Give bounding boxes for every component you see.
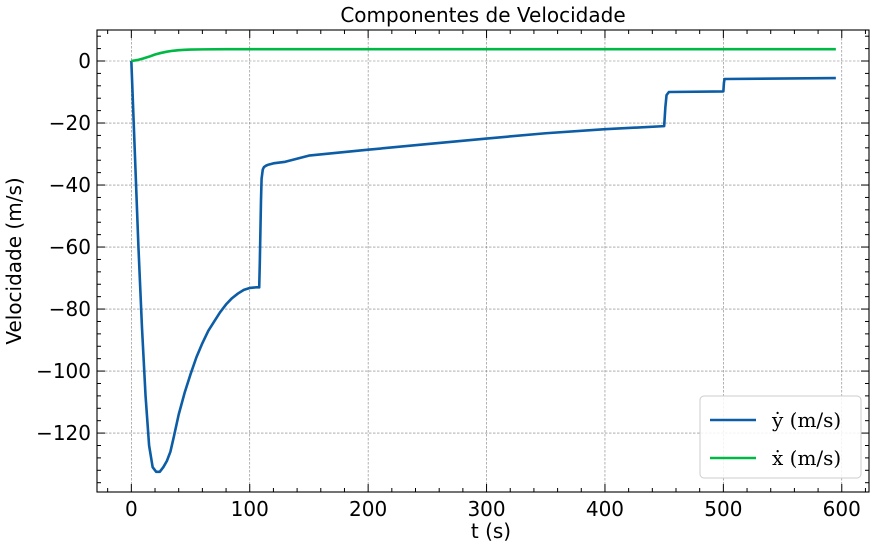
- y-tick-label: −40: [49, 173, 91, 197]
- axis-ticks: [97, 30, 869, 492]
- chart-title: Componentes de Velocidade: [340, 3, 625, 27]
- legend-label-x: ẋ (m/s): [772, 446, 841, 470]
- y-tick-label: −120: [36, 421, 91, 445]
- x-tick-label: 100: [231, 497, 269, 521]
- x-tick-label: 400: [586, 497, 624, 521]
- y-tick-label: −20: [49, 111, 91, 135]
- x-axis-label: t (s): [471, 519, 511, 543]
- y-tick-label: 0: [78, 49, 91, 73]
- x-tick-label: 200: [349, 497, 387, 521]
- series-line-y: [130, 60, 836, 474]
- x-tick-label: 600: [823, 497, 861, 521]
- y-tick-label: −80: [49, 297, 91, 321]
- x-tick-label: 0: [125, 497, 138, 521]
- y-tick-label: −60: [49, 235, 91, 259]
- x-tick-label: 500: [704, 497, 742, 521]
- series-line-x: [131, 47, 836, 63]
- legend: ẏ (m/s) ẋ (m/s): [699, 395, 862, 479]
- y-tick-label: −100: [36, 359, 91, 383]
- y-axis-label: Velocidade (m/s): [2, 177, 26, 344]
- x-tick-label: 300: [467, 497, 505, 521]
- plot-frame: [96, 29, 870, 493]
- series-lines: [130, 47, 836, 474]
- tick-labels: 0 100 200 300 400 500 600 0 −20 −40 −60 −80 −100 −120: [36, 49, 861, 521]
- legend-label-y: ẏ (m/s): [771, 408, 841, 432]
